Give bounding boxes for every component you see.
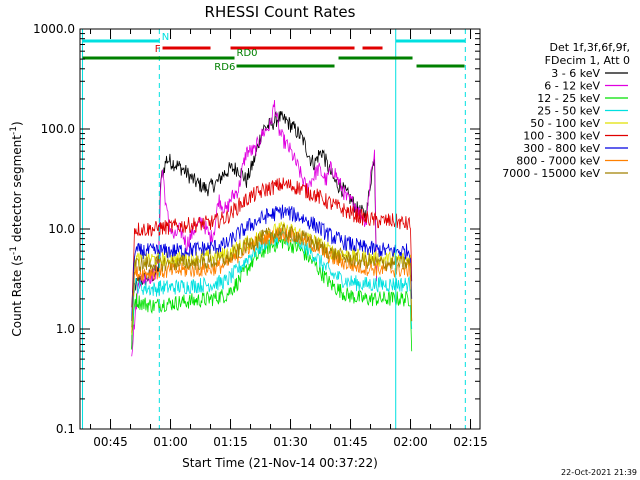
y-tick-label: 1000.0 [33, 22, 75, 36]
y-axis-label-start: Count Rate (s [10, 255, 24, 337]
legend-label-1: 3 - 6 keV [551, 67, 600, 80]
legend-label-8: 800 - 7000 keV [516, 155, 600, 168]
flag-label-f: F [155, 44, 161, 55]
legend-label-9: 7000 - 15000 keV [502, 167, 600, 180]
y-axis-label: Count Rate (s-1 detector segment-1) [9, 121, 24, 336]
legend: Det 1f,3f,6f,9f, FDecim 1, Att 0 3 - 6 k… [502, 41, 630, 180]
series-line-8 [131, 227, 413, 333]
y-axis-label-end: ) [10, 121, 24, 126]
x-tick-label: 01:00 [153, 435, 188, 449]
legend-label-5: 50 - 100 keV [530, 117, 600, 130]
x-tick-label: 02:00 [393, 435, 428, 449]
y-tick-label: 100.0 [41, 122, 75, 136]
series-line-2 [131, 99, 377, 357]
x-tick-label: 01:30 [273, 435, 308, 449]
chart-title: RHESSI Count Rates [205, 3, 356, 21]
series-line-6 [131, 177, 413, 308]
x-axis-label: Start Time (21-Nov-14 00:37:22) [182, 456, 378, 470]
flag-label-rd6: RD6 [214, 62, 235, 73]
legend-label-4: 25 - 50 keV [537, 105, 600, 118]
legend-header-detectors: Det 1f,3f,6f,9f, [549, 41, 630, 54]
x-tick-label: 02:15 [453, 435, 488, 449]
x-axis-ticks: 00:45 01:00 01:15 01:30 01:45 02:00 02:15 [90, 29, 488, 449]
series-line-7 [131, 204, 413, 322]
x-tick-label: 01:15 [213, 435, 248, 449]
series-line-4 [131, 229, 413, 335]
series-line-3 [131, 236, 413, 352]
y-axis-ticks: 0.1 1.0 10.0 100.0 1000.0 [33, 22, 480, 436]
y-tick-label: 0.1 [56, 422, 75, 436]
legend-label-7: 300 - 800 keV [523, 142, 600, 155]
series-line-1 [131, 111, 377, 349]
legend-label-3: 12 - 25 keV [537, 92, 600, 105]
legend-label-2: 6 - 12 keV [544, 80, 600, 93]
plot-frame [79, 28, 481, 430]
y-tick-label: 1.0 [56, 322, 75, 336]
legend-header-fdecim: FDecim 1, Att 0 [545, 54, 630, 67]
legend-label-6: 100 - 300 keV [523, 130, 600, 143]
series-layer [131, 99, 413, 357]
flag-label-rd0: RD0 [237, 48, 258, 59]
y-axis-label-mid: detector segment [10, 135, 24, 246]
y-tick-label: 10.0 [48, 222, 75, 236]
y-axis-label-sup2: -1 [9, 126, 19, 135]
x-tick-label: 01:45 [333, 435, 368, 449]
x-tick-label: 00:45 [93, 435, 128, 449]
flag-label-n: N [162, 32, 169, 43]
render-timestamp: 22-Oct-2021 21:39 [561, 468, 637, 477]
y-axis-label-sup1: -1 [9, 246, 19, 255]
series-line-9 [131, 223, 413, 328]
